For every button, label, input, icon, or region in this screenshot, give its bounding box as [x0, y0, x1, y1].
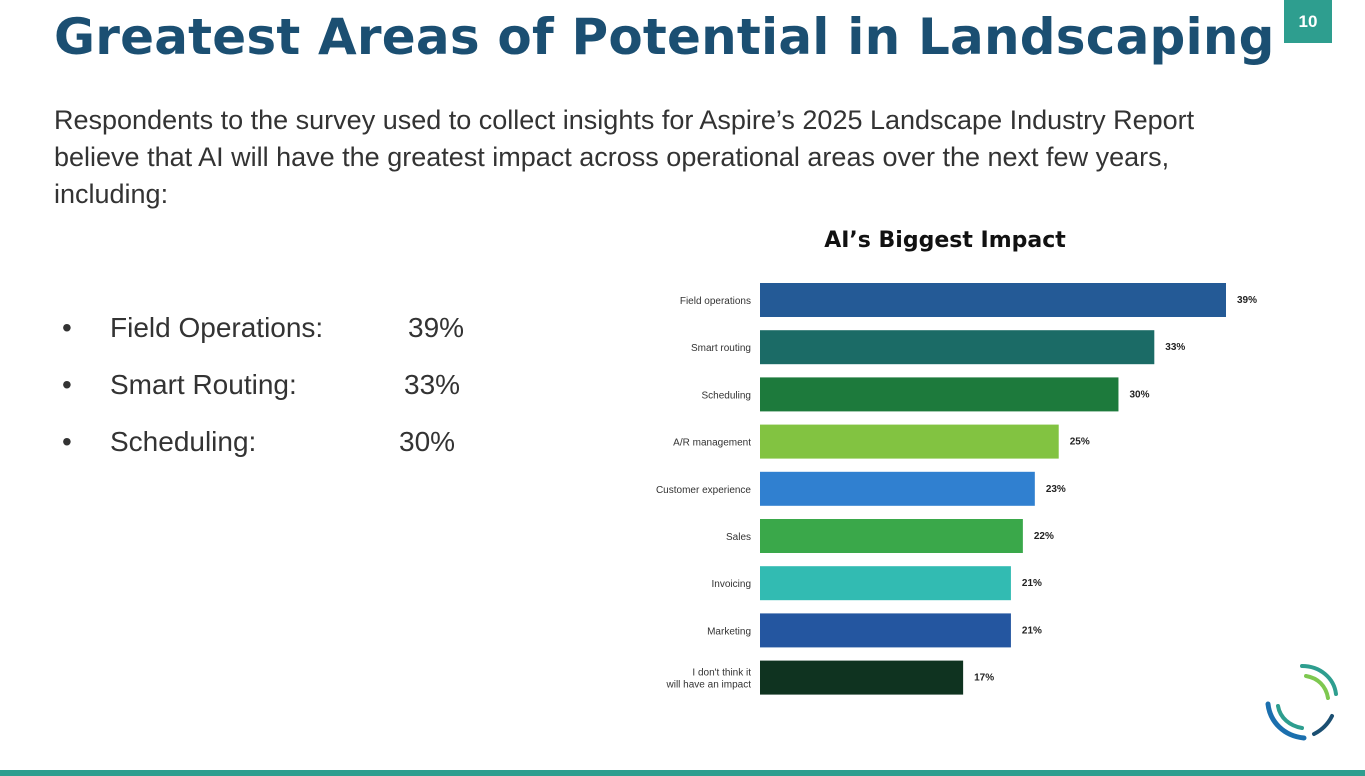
bullet-value: 39%: [408, 312, 465, 343]
bar-2: [760, 377, 1119, 412]
category-label: Sales: [726, 532, 751, 543]
bullet-value: 33%: [404, 369, 461, 400]
list-item: • Smart Routing: 33%: [62, 369, 502, 409]
company-logo-icon: [1265, 664, 1338, 741]
list-item: • Field Operations: 39%: [62, 312, 502, 352]
data-label: 21%: [1022, 578, 1042, 589]
data-label: 22%: [1034, 531, 1054, 542]
page-number-badge: 10: [1284, 0, 1332, 43]
bullet-label: Smart Routing:: [110, 369, 297, 400]
slide-title: Greatest Areas of Potential in Landscapi…: [54, 8, 1275, 66]
bar-3: [760, 424, 1059, 459]
bar-7: [760, 613, 1011, 648]
data-label: 30%: [1129, 389, 1149, 400]
category-label: Smart routing: [691, 343, 751, 354]
category-label: Invoicing: [712, 579, 751, 590]
bullet-icon: •: [62, 312, 72, 343]
bar-6: [760, 566, 1011, 601]
category-label: Field operations: [680, 296, 751, 307]
data-label: 39%: [1237, 295, 1257, 306]
data-label: 23%: [1046, 484, 1066, 495]
bar-1: [760, 330, 1155, 365]
data-label: 21%: [1022, 625, 1042, 636]
category-label: A/R management: [673, 438, 751, 449]
bullet-icon: •: [62, 369, 72, 400]
footer-divider: [0, 770, 1365, 776]
chart-title: AI’s Biggest Impact: [824, 228, 1066, 253]
bar-5: [760, 519, 1023, 553]
bar-0: [760, 283, 1226, 317]
category-label: Marketing: [707, 626, 751, 637]
category-label: I don't think it will have an impact: [666, 668, 752, 691]
bar-8: [760, 660, 964, 695]
category-label: Customer experience: [656, 485, 751, 496]
data-label: 33%: [1165, 342, 1185, 353]
data-label: 25%: [1070, 437, 1090, 448]
bullet-value: 30%: [399, 426, 456, 457]
bullet-label: Field Operations:: [110, 312, 324, 343]
bullet-icon: •: [62, 426, 72, 457]
bullet-label: Scheduling:: [110, 426, 257, 457]
category-label: Scheduling: [702, 390, 751, 401]
intro-paragraph: Respondents to the survey used to collec…: [54, 105, 1195, 209]
data-label: 17%: [974, 673, 994, 684]
list-item: • Scheduling: 30%: [62, 426, 502, 466]
bar-4: [760, 471, 1035, 506]
